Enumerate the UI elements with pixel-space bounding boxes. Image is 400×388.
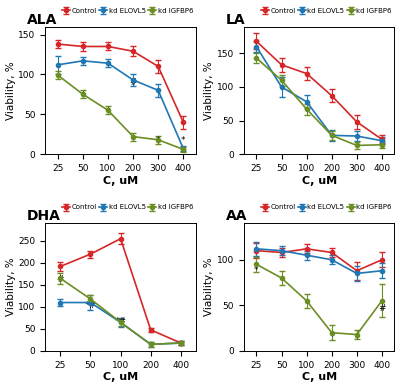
Text: *: * [156, 137, 160, 146]
Legend: Control, kd ELOVL5, kd IGFBP6: Control, kd ELOVL5, kd IGFBP6 [260, 204, 392, 211]
X-axis label: C, uM: C, uM [103, 372, 138, 383]
Text: DHA: DHA [27, 209, 61, 223]
Y-axis label: Viability, %: Viability, % [204, 258, 214, 317]
Text: *#: *# [84, 301, 96, 310]
Text: AA: AA [226, 209, 247, 223]
Text: *: * [106, 107, 110, 116]
X-axis label: C, uM: C, uM [302, 372, 337, 383]
Text: *: * [81, 91, 85, 100]
Text: *: * [354, 335, 359, 344]
X-axis label: C, uM: C, uM [302, 176, 337, 186]
Y-axis label: Viability, %: Viability, % [204, 61, 214, 120]
Text: #: # [129, 78, 137, 87]
Legend: Control, kd ELOVL5, kd IGFBP6: Control, kd ELOVL5, kd IGFBP6 [260, 7, 392, 14]
Legend: Control, kd ELOVL5, kd IGFBP6: Control, kd ELOVL5, kd IGFBP6 [61, 7, 194, 14]
X-axis label: C, uM: C, uM [103, 176, 138, 186]
Y-axis label: Viability, %: Viability, % [6, 258, 16, 317]
Text: ALA: ALA [27, 12, 58, 26]
Text: *: * [254, 266, 259, 275]
Text: #: # [378, 304, 386, 313]
Text: *: * [181, 137, 186, 146]
Legend: Control, kd ELOVL5, kd IGFBP6: Control, kd ELOVL5, kd IGFBP6 [61, 204, 194, 211]
Text: LA: LA [226, 12, 246, 26]
Text: #: # [57, 275, 64, 284]
Text: *: * [330, 333, 334, 342]
Y-axis label: Viability, %: Viability, % [6, 61, 16, 120]
Text: *#: *# [114, 317, 126, 326]
